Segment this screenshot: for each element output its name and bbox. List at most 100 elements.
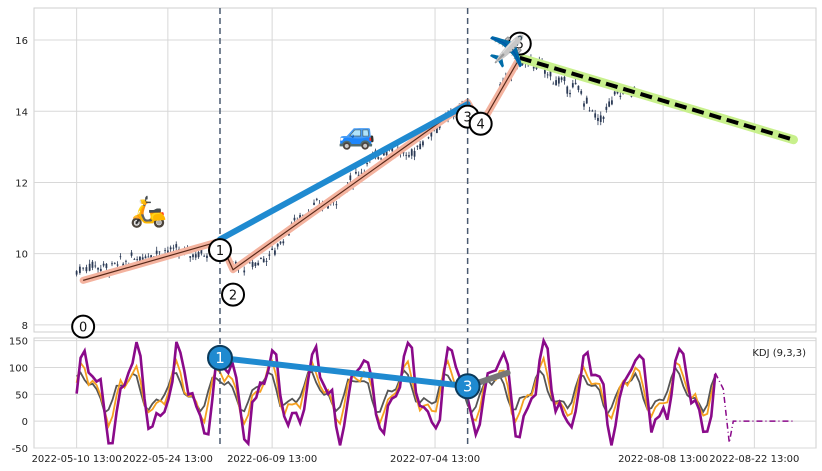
candle-body bbox=[102, 263, 105, 266]
candle-body bbox=[391, 147, 394, 152]
price-y-tick-label: 16 bbox=[15, 36, 28, 47]
candle-body bbox=[111, 263, 113, 265]
kdj-title: KDJ (9,3,3) bbox=[752, 348, 806, 359]
candle-body bbox=[552, 83, 555, 85]
kdj-j-line bbox=[75, 336, 717, 447]
price-y-tick-label: 8 bbox=[22, 321, 28, 332]
candle-body bbox=[588, 110, 591, 112]
candle-body bbox=[200, 249, 203, 254]
candle-body bbox=[335, 204, 338, 206]
candle-body bbox=[279, 241, 282, 244]
candle-body bbox=[122, 263, 125, 267]
candle-body bbox=[422, 141, 424, 146]
kdj-indicator-label: 1 bbox=[215, 349, 225, 367]
wave-point-marker bbox=[507, 31, 532, 56]
candle-body bbox=[349, 175, 352, 181]
candle-body bbox=[116, 264, 119, 266]
candle-body bbox=[265, 260, 268, 262]
candle-body bbox=[427, 137, 430, 139]
kdj-indicator-marker bbox=[206, 344, 233, 371]
wave-point-label: 5 bbox=[516, 38, 524, 53]
candle-body bbox=[125, 260, 127, 262]
candle-body bbox=[597, 117, 599, 121]
candle-body bbox=[602, 116, 605, 119]
candle-body bbox=[366, 163, 368, 165]
wave-point-label: 1 bbox=[216, 244, 224, 259]
candle-body bbox=[413, 150, 416, 157]
x-tick-label: 2022-08-08 13:00 bbox=[618, 454, 708, 465]
wave-point-label: 0 bbox=[79, 321, 87, 336]
candle-body bbox=[571, 83, 574, 88]
candle-body bbox=[546, 74, 549, 76]
wave-point-label: 4 bbox=[477, 118, 485, 133]
candle-body bbox=[313, 202, 315, 205]
candle-body bbox=[203, 255, 206, 257]
candle-body bbox=[416, 145, 419, 147]
candle-body bbox=[282, 241, 285, 244]
candle-body bbox=[139, 256, 141, 262]
wave-point-marker bbox=[221, 282, 246, 307]
candle-body bbox=[577, 85, 580, 90]
candle-body bbox=[377, 157, 380, 159]
candle-body bbox=[599, 115, 602, 122]
candle-body bbox=[555, 80, 557, 86]
candle-body bbox=[436, 125, 438, 133]
kdj-y-tick-label: 100 bbox=[9, 364, 28, 375]
candle-body bbox=[254, 262, 257, 266]
wave-lines bbox=[79, 53, 798, 284]
price-y-tick-label: 10 bbox=[15, 250, 28, 261]
candle-body bbox=[569, 92, 571, 95]
candle-body bbox=[580, 91, 583, 94]
candle-body bbox=[385, 151, 388, 156]
candle-body bbox=[260, 257, 262, 260]
candle-body bbox=[315, 198, 318, 200]
candle-body bbox=[243, 270, 246, 273]
candle-body bbox=[194, 254, 197, 258]
candle-body bbox=[585, 97, 588, 104]
wave-point-marker bbox=[71, 314, 96, 339]
candle-body bbox=[136, 259, 139, 260]
candle-body bbox=[574, 82, 577, 85]
kdj-y-tick-label: 150 bbox=[9, 337, 28, 348]
candle-body bbox=[147, 256, 150, 258]
candle-body bbox=[630, 95, 633, 97]
candle-body bbox=[130, 252, 133, 256]
candle-body bbox=[133, 258, 136, 260]
candle-body bbox=[408, 155, 410, 157]
kdj-panel-frame bbox=[33, 337, 817, 449]
candle-body bbox=[192, 254, 194, 258]
candle-body bbox=[88, 263, 91, 271]
candle-body bbox=[566, 86, 569, 94]
candle-body bbox=[616, 90, 619, 94]
candle-body bbox=[271, 248, 274, 251]
candle-body bbox=[91, 261, 94, 268]
projection-line bbox=[519, 55, 795, 142]
x-axis-ticks: 2022-05-10 13:00 2022-05-24 13:00 2022-06-… bbox=[32, 454, 800, 465]
candle-body bbox=[169, 247, 172, 250]
candle-body bbox=[248, 262, 251, 264]
emoji-marker-icon: ✈️ bbox=[488, 32, 525, 69]
kdj-lines bbox=[75, 336, 794, 447]
candle-body bbox=[605, 106, 608, 110]
candle-body bbox=[591, 110, 594, 112]
candle-body bbox=[105, 263, 108, 268]
candle-body bbox=[410, 149, 413, 156]
emoji-marker-icon: 🚙 bbox=[338, 116, 375, 151]
wave-point-marker bbox=[207, 238, 232, 263]
candle-body bbox=[119, 256, 122, 258]
candle-body bbox=[175, 244, 178, 248]
candle-body bbox=[276, 243, 279, 247]
candle-body bbox=[293, 217, 296, 221]
kdj-indicator-label: 3 bbox=[463, 377, 473, 395]
trend-line-1-3 bbox=[216, 101, 471, 243]
price-y-ticks: 8 10 12 14 16 bbox=[15, 36, 28, 332]
candle-body bbox=[234, 261, 237, 265]
price-panel-frame bbox=[33, 7, 817, 333]
wave-point-label: 2 bbox=[229, 289, 237, 304]
candle-body bbox=[75, 271, 78, 275]
candle-body bbox=[268, 254, 271, 256]
candle-body bbox=[166, 250, 169, 253]
candle-body bbox=[262, 258, 265, 263]
candle-body bbox=[257, 262, 260, 266]
